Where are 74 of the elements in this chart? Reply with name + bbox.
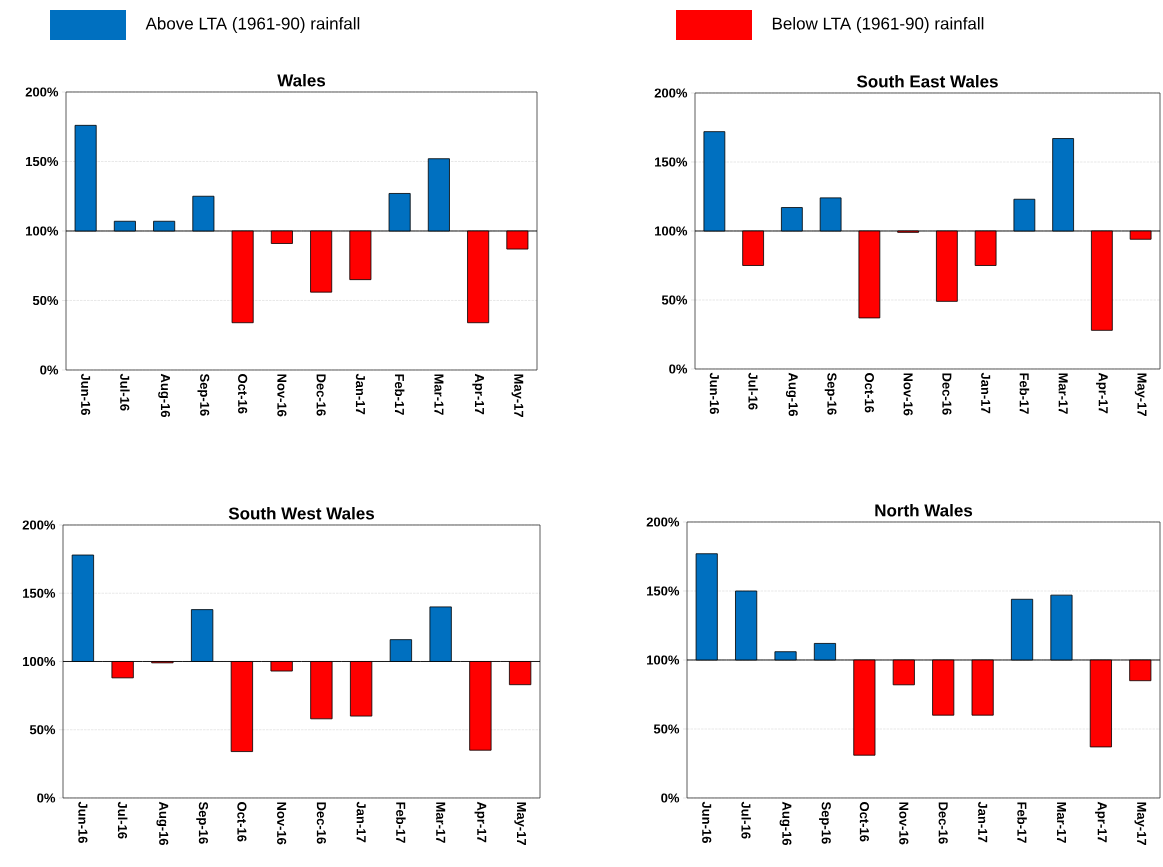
x-tick-label: Jul-16 bbox=[120, 373, 130, 411]
x-tick-label: Sep-16 bbox=[197, 373, 210, 416]
y-tick-label: 100% bbox=[647, 655, 680, 665]
x-tick-label: May-17 bbox=[1134, 373, 1147, 417]
x-tick-label: Jun-16 bbox=[78, 801, 88, 843]
x-tick-label: Feb-17 bbox=[1019, 373, 1030, 414]
x-tick-label: Nov-16 bbox=[277, 374, 287, 417]
x-tick-label: Nov-16 bbox=[277, 802, 287, 845]
x-tick-label: Nov-16 bbox=[903, 373, 913, 416]
x-tick-label: Dec-16 bbox=[938, 802, 948, 844]
x-tick-label: Dec-16 bbox=[316, 374, 326, 416]
y-tick-label: 50% bbox=[653, 724, 680, 734]
y-tick-label: 150% bbox=[655, 157, 688, 167]
x-tick-label: Apr-17 bbox=[474, 801, 487, 843]
x-tick-label: Oct-16 bbox=[237, 802, 247, 842]
x-tick-label: May-17 bbox=[514, 802, 526, 846]
chart-title: South East Wales bbox=[856, 74, 998, 88]
chart-title: South West Wales bbox=[228, 506, 375, 520]
x-tick-label: May-17 bbox=[511, 374, 524, 418]
x-tick-label: Mar-17 bbox=[436, 802, 446, 843]
x-tick-label: Mar-17 bbox=[434, 374, 444, 415]
x-tick-label: Oct-16 bbox=[864, 373, 874, 413]
y-tick-label: 200% bbox=[654, 88, 688, 98]
x-tick-label: Feb-17 bbox=[1017, 802, 1027, 843]
y-tick-label: 150% bbox=[23, 588, 56, 598]
x-tick-label: Sep-16 bbox=[824, 372, 837, 415]
x-tick-label: Nov-16 bbox=[899, 802, 909, 845]
legend-label: Below LTA (1961-90) rainfall bbox=[772, 17, 984, 33]
y-tick-label: 200% bbox=[646, 517, 680, 527]
y-tick-label: 50% bbox=[32, 295, 59, 306]
x-tick-label: Feb-17 bbox=[396, 802, 406, 843]
y-tick-label: 50% bbox=[29, 725, 56, 735]
y-tick-label: 200% bbox=[22, 520, 56, 530]
x-tick-label: Jul-16 bbox=[748, 372, 758, 410]
chart-title: Wales bbox=[277, 73, 326, 87]
x-tick-label: Jun-16 bbox=[81, 373, 91, 415]
x-tick-label: Sep-16 bbox=[819, 801, 831, 844]
x-tick-label: Apr-17 bbox=[472, 373, 484, 415]
x-tick-label: Jul-16 bbox=[117, 801, 128, 839]
x-tick-label: May-17 bbox=[1134, 802, 1147, 846]
x-tick-label: Feb-17 bbox=[394, 374, 405, 415]
y-tick-label: 0% bbox=[37, 793, 56, 803]
x-tick-label: Mar-17 bbox=[1056, 802, 1066, 843]
x-tick-label: Apr-17 bbox=[1095, 801, 1107, 843]
x-tick-label: Aug-16 bbox=[779, 801, 792, 846]
x-tick-label: Jan-17 bbox=[355, 373, 365, 415]
x-tick-label: Aug-16 bbox=[158, 373, 171, 418]
y-tick-label: 0% bbox=[669, 364, 688, 374]
x-tick-label: Mar-17 bbox=[1058, 373, 1068, 414]
y-tick-label: 100% bbox=[23, 656, 56, 667]
y-tick-label: 150% bbox=[647, 586, 680, 596]
x-tick-label: Jan-17 bbox=[981, 372, 991, 414]
legend-label: Above LTA (1961-90) rainfall bbox=[145, 17, 360, 33]
x-tick-label: Jul-16 bbox=[741, 801, 751, 839]
x-tick-label: Dec-16 bbox=[316, 802, 326, 844]
y-tick-label: 100% bbox=[655, 226, 688, 236]
y-tick-label: 50% bbox=[661, 295, 688, 305]
y-tick-label: 0% bbox=[661, 793, 680, 803]
x-tick-label: Dec-16 bbox=[942, 373, 952, 415]
x-tick-label: Jan-17 bbox=[356, 801, 366, 843]
x-tick-label: Oct-16 bbox=[238, 374, 248, 414]
chart-title: North Wales bbox=[875, 503, 973, 517]
y-tick-label: 100% bbox=[26, 226, 59, 236]
y-tick-label: 200% bbox=[25, 87, 59, 97]
x-tick-label: Jun-16 bbox=[709, 372, 719, 414]
x-tick-label: Jun-16 bbox=[702, 801, 712, 843]
x-tick-label: Apr-17 bbox=[1096, 372, 1108, 414]
x-tick-label: Sep-16 bbox=[196, 801, 209, 844]
x-tick-label: Aug-16 bbox=[785, 372, 798, 417]
x-tick-label: Oct-16 bbox=[859, 802, 869, 842]
y-tick-label: 150% bbox=[26, 156, 59, 167]
x-tick-label: Jan-17 bbox=[978, 801, 988, 843]
y-tick-label: 0% bbox=[40, 365, 59, 375]
x-tick-label: Aug-16 bbox=[156, 801, 169, 846]
